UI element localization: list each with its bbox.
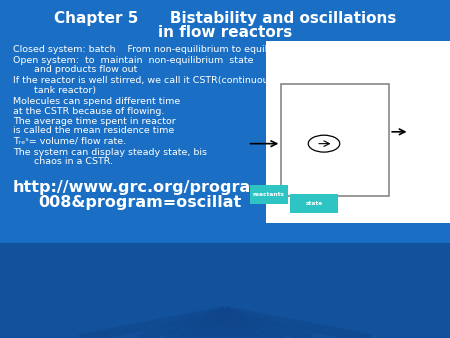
Text: and products flow out: and products flow out bbox=[34, 66, 137, 74]
Text: in flow reactors: in flow reactors bbox=[158, 25, 292, 40]
Bar bbox=[266, 41, 450, 223]
Bar bbox=[250, 185, 288, 204]
Bar bbox=[281, 84, 389, 196]
Text: Chapter 5      Bistability and oscillations: Chapter 5 Bistability and oscillations bbox=[54, 11, 396, 26]
Text: at the CSTR because of flowing.: at the CSTR because of flowing. bbox=[13, 107, 164, 116]
Text: The average time spent in reactor: The average time spent in reactor bbox=[13, 117, 176, 125]
Text: Molecules can spend different time: Molecules can spend different time bbox=[13, 97, 180, 106]
Text: Closed system: batch    From non-equilibrium to equilibrium: Closed system: batch From non-equilibriu… bbox=[13, 45, 297, 53]
Bar bbox=[290, 194, 338, 213]
Text: The system can display steady state, bis: The system can display steady state, bis bbox=[13, 148, 207, 156]
Text: Open system:  to  maintain  non-equilibrium  state    reactants flow in: Open system: to maintain non-equilibrium… bbox=[13, 56, 344, 65]
Text: reactants: reactants bbox=[253, 192, 285, 197]
Bar bbox=[0, 243, 450, 338]
Text: state: state bbox=[305, 201, 323, 206]
Text: is called the mean residence time: is called the mean residence time bbox=[13, 126, 174, 135]
Text: http://www.grc.org/progra: http://www.grc.org/progra bbox=[13, 180, 251, 195]
Text: Tᵣₑˢ= volume/ flow rate.: Tᵣₑˢ= volume/ flow rate. bbox=[13, 137, 126, 146]
Text: chaos in a CSTR.: chaos in a CSTR. bbox=[34, 158, 113, 166]
Text: tank reactor): tank reactor) bbox=[34, 86, 96, 95]
Bar bbox=[0, 0, 450, 41]
Text: If the reactor is well stirred, we call it CSTR(continuous-flow stirred: If the reactor is well stirred, we call … bbox=[13, 76, 330, 85]
Text: 008&program=oscillat: 008&program=oscillat bbox=[38, 195, 242, 210]
